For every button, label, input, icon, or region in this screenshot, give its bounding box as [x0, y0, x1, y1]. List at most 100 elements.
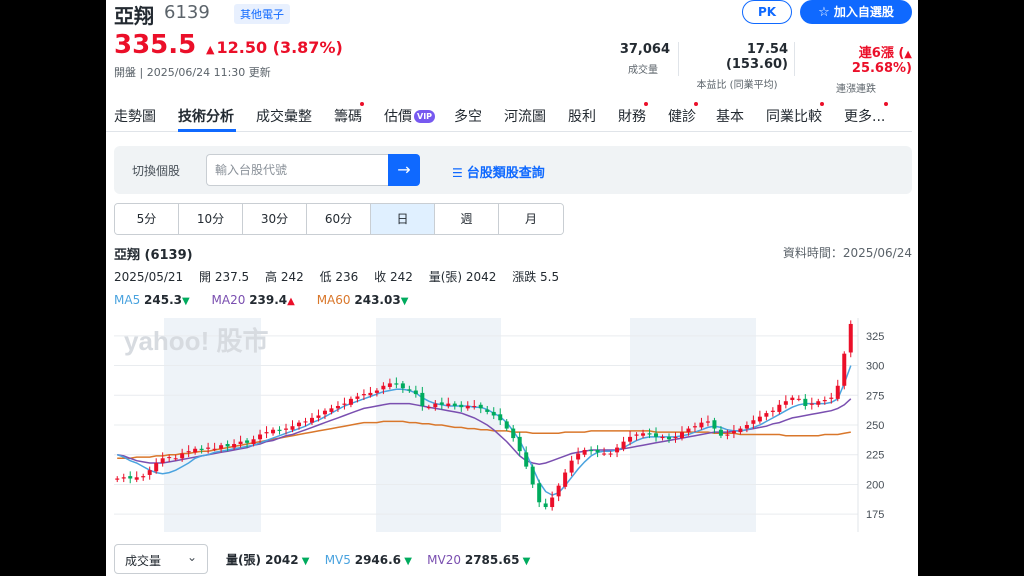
indicator-select[interactable]: 成交量 ⌄ — [114, 544, 208, 574]
candle-body — [284, 428, 289, 430]
mv20-value: 2785.65 — [464, 553, 520, 567]
tab-financial[interactable]: 財務 — [618, 109, 646, 125]
candle-body — [803, 398, 808, 406]
triangle-down-icon: ▼ — [182, 296, 190, 307]
ma20-line — [117, 398, 852, 465]
candle-body — [511, 428, 516, 439]
add-watchlist-button[interactable]: ☆ 加入自選股 — [800, 0, 912, 24]
candle-body — [783, 401, 788, 405]
candle-body — [517, 436, 522, 452]
candle-body — [842, 353, 847, 386]
candle-body — [439, 402, 444, 405]
candle-body — [381, 385, 386, 390]
candle-body — [232, 444, 237, 448]
candle-body — [400, 383, 405, 389]
candle-body — [822, 400, 827, 402]
candle-body — [667, 436, 671, 440]
tab-chips[interactable]: 籌碼 — [334, 109, 362, 125]
tab-trend[interactable]: 走勢圖 — [114, 109, 156, 125]
stock-code-input[interactable] — [206, 154, 388, 186]
candle-body — [751, 420, 756, 424]
candle-body — [206, 447, 211, 449]
stat-pe-label: 本益比 (同業平均) — [696, 80, 778, 91]
candle-body — [452, 403, 457, 406]
candle-body — [219, 445, 224, 449]
ma-legend: MA5 245.3▼ MA20 239.4▲ MA60 243.03▼ — [114, 293, 426, 307]
triangle-down-icon: ▼ — [400, 296, 409, 307]
tab-more[interactable]: 更多... — [844, 109, 886, 125]
vip-badge: VIP — [414, 110, 436, 123]
candle-body — [348, 398, 353, 405]
stat-volume-label: 成交量 — [628, 65, 658, 76]
stock-page: 亞翔 6139 其他電子 PK ☆ 加入自選股 335.5 ▲ 12.50 (3.8… — [106, 0, 918, 576]
candle-body — [550, 497, 555, 508]
ohlc-low: 低 236 — [319, 270, 359, 284]
candle-body — [297, 422, 301, 427]
tab-dividend[interactable]: 股利 — [568, 109, 596, 125]
chevron-down-icon: ⌄ — [186, 550, 197, 564]
candle-body — [322, 410, 327, 415]
candle-body — [744, 425, 749, 429]
mv5-value: 2946.6 — [354, 553, 402, 567]
period-month[interactable]: 月 — [499, 204, 563, 234]
candle-body — [465, 405, 470, 409]
candle-body — [225, 444, 230, 447]
ohlc-volume: 量(張) 2042 — [428, 270, 497, 284]
price-change-value: 12.50 (3.87%) — [216, 38, 343, 57]
ma5-value: 245.3 — [144, 293, 182, 307]
tab-valuation[interactable]: 估價 VIP — [384, 106, 436, 126]
candle-body — [692, 426, 697, 428]
period-60min[interactable]: 60分 — [307, 204, 371, 234]
ma20-value: 239.4 — [249, 293, 288, 307]
chart-title: 亞翔 (6139) — [114, 248, 193, 263]
ma60-line — [117, 420, 851, 460]
candle-body — [420, 392, 425, 406]
candle-body — [290, 426, 295, 430]
candle-body — [829, 397, 834, 399]
stat-streak-label: 連漲連跌 — [836, 84, 876, 95]
candle-body — [433, 403, 438, 408]
candle-body — [199, 448, 204, 450]
candle-body — [361, 394, 366, 396]
tab-technical[interactable]: 技術分析 — [178, 109, 234, 125]
industry-tag[interactable]: 其他電子 — [234, 4, 290, 24]
tab-peers[interactable]: 同業比較 — [766, 109, 822, 125]
tab-trades[interactable]: 成交彙整 — [256, 109, 312, 125]
candle-body — [718, 429, 723, 436]
category-query-link[interactable]: ☰ 台股類股查詢 — [452, 162, 545, 181]
ma60-legend: MA60 243.03▼ — [317, 293, 409, 307]
tab-bull-bear[interactable]: 多空 — [454, 109, 482, 125]
stock-name: 亞翔 — [114, 4, 154, 28]
candle-body — [121, 477, 126, 479]
candle-body — [848, 323, 853, 353]
candle-body — [141, 476, 146, 478]
candle-body — [167, 457, 172, 459]
period-week[interactable]: 週 — [435, 204, 499, 234]
period-10min[interactable]: 10分 — [179, 204, 243, 234]
candlestick-chart[interactable]: yahoo! 股市 175 200 225 250 275 300 325 — [114, 318, 912, 532]
candle-body — [757, 416, 762, 422]
arrow-right-icon[interactable]: → — [388, 154, 420, 186]
candle-body — [504, 421, 509, 429]
candle-body — [335, 405, 340, 409]
candle-body — [816, 401, 821, 405]
stat-streak-main: 連6漲 ( — [858, 46, 905, 61]
candle-body — [498, 414, 503, 421]
tab-basic[interactable]: 基本 — [716, 109, 744, 125]
pk-button[interactable]: PK — [742, 0, 792, 24]
candle-body — [524, 452, 529, 467]
period-30min[interactable]: 30分 — [243, 204, 307, 234]
y-tick-label: 325 — [866, 331, 884, 343]
mv20-name: MV20 — [427, 553, 462, 567]
period-5min[interactable]: 5分 — [115, 204, 179, 234]
candle-body — [543, 503, 548, 508]
divider — [794, 42, 795, 76]
period-day[interactable]: 日 — [371, 204, 435, 234]
ma20-legend: MA20 239.4▲ — [212, 293, 295, 307]
tab-health[interactable]: 健診 — [668, 109, 696, 125]
candle-body — [628, 436, 633, 442]
ma20-line-group — [117, 398, 852, 465]
period-selector: 5分 10分 30分 60分 日 週 月 — [114, 203, 564, 235]
tab-river[interactable]: 河流圖 — [504, 109, 546, 125]
chart-watermark: yahoo! 股市 — [124, 326, 268, 356]
